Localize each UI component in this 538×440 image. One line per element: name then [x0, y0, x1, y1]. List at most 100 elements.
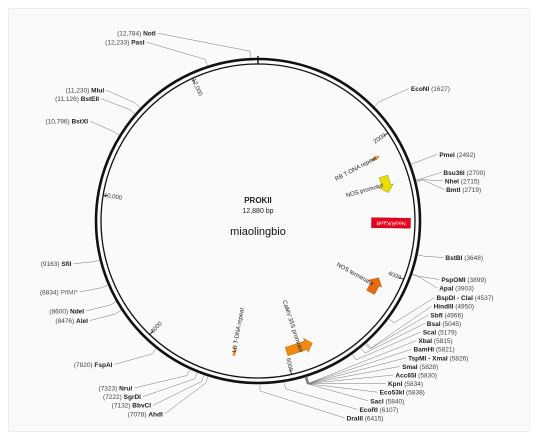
site-name: BspDI - ClaI	[436, 295, 473, 302]
site-sbfi[interactable]: SbfI (4966)	[365, 312, 463, 350]
site-label-pspomi: PspOMI (3899)	[441, 277, 486, 284]
site-pasi[interactable]: (12,233) PasI	[105, 40, 208, 67]
site-leader-ecori	[284, 381, 358, 410]
site-name: SbfI	[430, 312, 442, 319]
site-label-smai: SmaI (5828)	[402, 364, 438, 371]
site-leader-pflmi	[79, 284, 109, 293]
site-label-ahdi: (7078) AhdI	[128, 411, 163, 418]
site-leader-bsteii	[101, 98, 136, 115]
site-position: (8834)	[40, 289, 61, 296]
site-bstbi[interactable]: BstBI (3648)	[417, 254, 483, 262]
feature-arrow-nos-terminator	[366, 277, 383, 295]
site-name: AleI	[76, 318, 88, 325]
site-name: PmeI	[439, 152, 455, 159]
feature-neor-kanr[interactable]: NeoR/KanR	[371, 217, 411, 229]
site-apai[interactable]: ApaI (3903)	[411, 274, 474, 293]
site-leader-sfii	[73, 259, 100, 264]
site-ahdi[interactable]: (7078) AhdI	[128, 376, 209, 418]
site-bmti[interactable]: BmtI (2719)	[416, 179, 481, 194]
site-label-draiii: DraIII (6415)	[347, 416, 384, 423]
site-bstxi[interactable]: (10,796) BstXI	[45, 119, 120, 136]
site-pspomi[interactable]: PspOMI (3899)	[412, 273, 486, 284]
site-name: BbvCI	[132, 403, 151, 410]
site-name: BstBI	[445, 255, 462, 262]
site-label-bsai: BsaI (5045)	[427, 321, 461, 328]
site-leader-bmti	[416, 179, 445, 190]
site-alei[interactable]: (8476) AleI	[55, 309, 122, 325]
site-bspdi-clai[interactable]: BspDI - ClaI (4537)	[388, 295, 494, 324]
site-leader-noti	[157, 32, 251, 59]
site-label-bbvci: (7132) BbvCI	[112, 403, 152, 410]
site-fspai[interactable]: (7820) FspAI	[74, 348, 157, 369]
site-label-hindiii: HindIII (4950)	[434, 304, 474, 311]
site-nrui[interactable]: (7323) NruI	[99, 369, 191, 393]
site-label-bamhi: BamHI (5821)	[413, 347, 454, 354]
site-leader-nhei	[416, 179, 443, 182]
site-leader-apai	[411, 274, 438, 289]
site-noti[interactable]: (12,784) NotI	[117, 31, 251, 59]
site-name: ApaI	[439, 286, 453, 293]
site-bsteii[interactable]: (11,126) BstEII	[55, 96, 136, 115]
site-ndei[interactable]: (8600) NdeI	[49, 301, 117, 316]
site-leader-bspdi-clai	[388, 297, 435, 324]
feature-nos-promoter[interactable]: NOS promoter	[345, 174, 395, 199]
site-position: (7078)	[128, 411, 149, 418]
feature-nos-terminator[interactable]: NOS terminator	[335, 262, 385, 296]
feature-label-rb-t-dna-repeat: RB T-DNA repeat	[334, 156, 378, 183]
site-label-xbai: XbaI (5815)	[418, 338, 452, 345]
site-label-ndei: (8600) NdeI	[49, 308, 84, 315]
site-sfii[interactable]: (9163) SfiI	[41, 259, 100, 268]
site-scai[interactable]: ScaI (5179)	[351, 330, 457, 361]
plasmid-center: PROKII 12,880 bp miaolingbio	[230, 196, 286, 238]
site-leader-alei	[89, 309, 122, 321]
feature-camv-35s-promoter[interactable]: CaMV 35S promoter	[281, 300, 315, 359]
site-name: Eco53kI	[380, 390, 405, 397]
site-hindiii[interactable]: HindIII (4950)	[366, 304, 474, 349]
site-bsu36i[interactable]: Bsu36I (2700)	[415, 170, 486, 181]
site-name: BstXI	[71, 119, 88, 126]
site-position: (5179)	[436, 330, 457, 337]
site-bsai[interactable]: BsaI (5045)	[360, 321, 462, 354]
feature-rb-t-dna-repeat[interactable]: RB T-DNA repeat	[334, 155, 380, 183]
site-name: SacI	[370, 398, 384, 405]
site-label-apai: ApaI (3903)	[439, 286, 474, 293]
site-label-bmti: BmtI (2719)	[446, 187, 481, 194]
feature-label-nos-terminator: NOS terminator	[335, 262, 374, 287]
site-label-nrui: (7323) NruI	[99, 386, 133, 393]
site-name: TspMI - XmaI	[408, 355, 448, 362]
site-name: PspOMI	[441, 277, 465, 284]
site-name: BstEII	[81, 96, 100, 103]
site-position: (10,796)	[45, 119, 71, 126]
site-position: (7132)	[112, 403, 133, 410]
site-name: EcoRI	[359, 407, 378, 414]
site-label-pasi: (12,233) PasI	[105, 40, 145, 47]
site-label-bsu36i: Bsu36I (2700)	[443, 170, 485, 177]
site-sgrdi[interactable]: (7222) SgrDI	[103, 372, 198, 401]
feature-lb-t-dna-repeat[interactable]: LB T-DNA repeat	[232, 307, 246, 357]
site-leader-ndei	[86, 301, 117, 312]
site-econi[interactable]: EcoNI (1627)	[374, 86, 450, 107]
site-leader-sbfi	[365, 314, 429, 350]
feature-label-neor-kanr: NeoR/KanR	[376, 219, 405, 225]
site-position: (5826)	[448, 355, 469, 362]
site-name: ScaI	[423, 330, 437, 337]
site-pflmi[interactable]: (8834) PflMI*	[40, 284, 109, 297]
site-label-bstxi: (10,796) BstXI	[45, 119, 88, 126]
site-bbvci[interactable]: (7132) BbvCI	[112, 374, 205, 410]
site-label-sgrdi: (7222) SgrDI	[103, 394, 141, 401]
site-saci[interactable]: SacI (5840)	[304, 376, 404, 405]
site-name: XbaI	[418, 338, 432, 345]
site-leader-nrui	[134, 369, 191, 389]
site-nhei[interactable]: NheI (2715)	[416, 178, 480, 185]
site-ecori[interactable]: EcoRI (6107)	[284, 381, 398, 414]
site-mlui[interactable]: (11,230) MluI	[66, 88, 141, 109]
tick-mark-4000	[398, 277, 404, 280]
site-draiii[interactable]: DraIII (6415)	[259, 383, 384, 423]
site-pmei[interactable]: PmeI (2492)	[410, 152, 476, 165]
tick-label-4000: 4000	[387, 271, 402, 282]
site-leader-bbvci	[152, 374, 205, 406]
site-leader-econi	[374, 88, 409, 107]
site-position: (8476)	[55, 318, 76, 325]
site-leader-bsu36i	[415, 172, 442, 181]
site-label-bspdi-clai: BspDI - ClaI (4537)	[436, 295, 493, 302]
